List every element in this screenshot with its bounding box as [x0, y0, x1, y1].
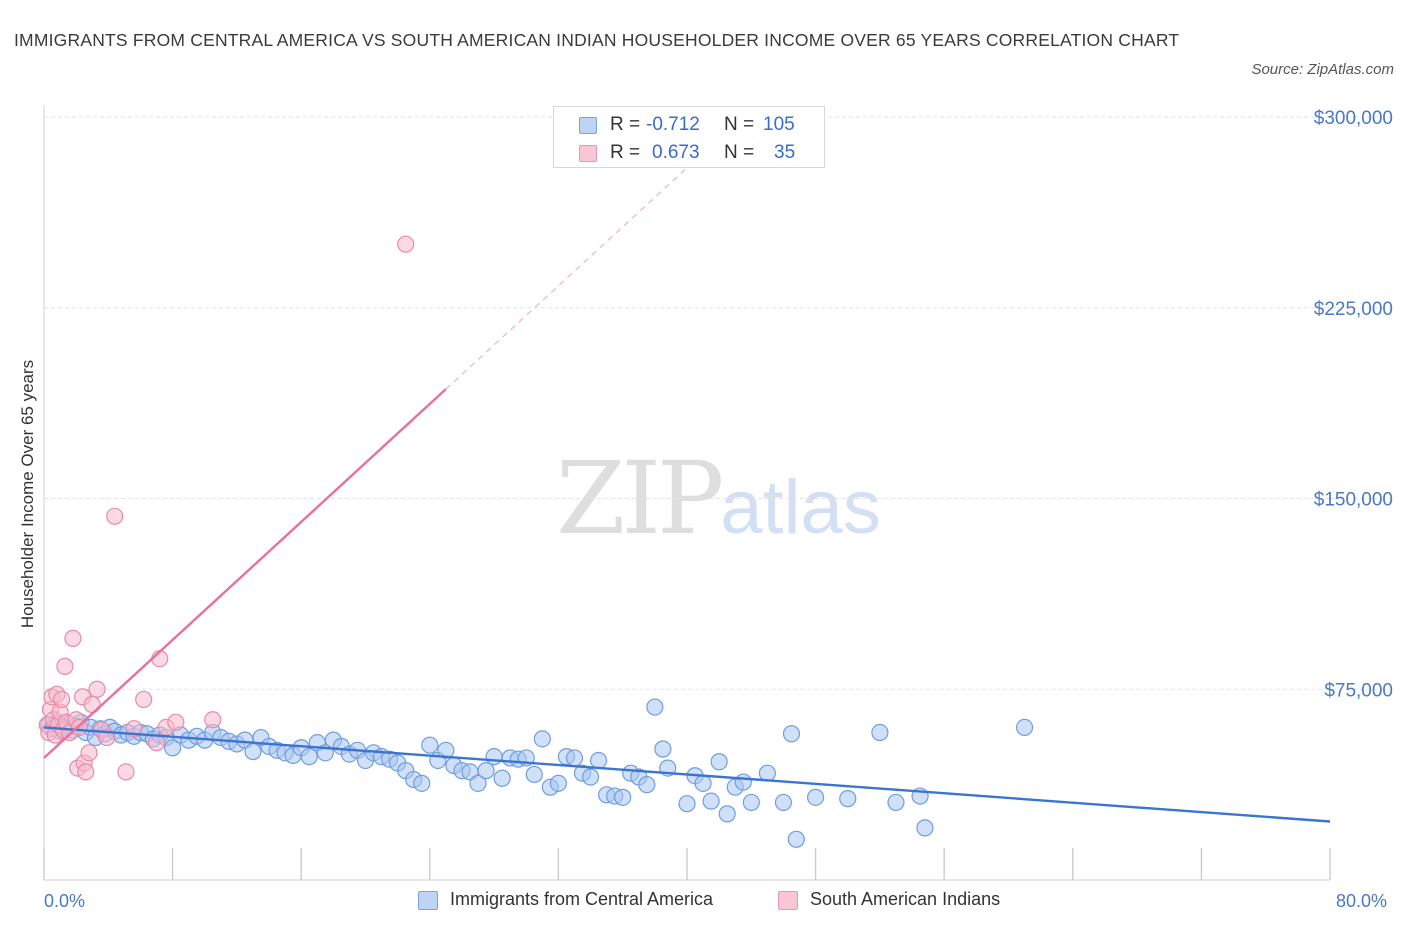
data-point-central-america — [916, 819, 934, 837]
legend-n-label: N = — [724, 142, 755, 163]
data-point-central-america — [782, 725, 801, 743]
data-point-central-america — [694, 774, 712, 792]
data-point-central-america — [485, 748, 503, 766]
data-point-south-american-indians — [98, 728, 116, 747]
data-point-central-america — [787, 830, 805, 848]
data-point-central-america — [581, 768, 600, 786]
trend-line-south-american-indians — [43, 388, 447, 759]
data-point-south-american-indians — [64, 629, 82, 647]
data-point-central-america — [710, 753, 728, 771]
data-point-central-america — [469, 774, 487, 792]
data-point-south-american-indians — [106, 507, 124, 525]
data-point-central-america — [742, 793, 760, 812]
data-point-central-america — [806, 788, 825, 806]
data-point-south-american-indians — [204, 711, 222, 729]
x-tick-label-max: 80.0% — [1336, 891, 1388, 911]
data-point-south-american-indians — [53, 690, 71, 709]
data-point-central-america — [164, 739, 182, 757]
data-point-central-america — [477, 762, 495, 780]
source-note: Source: ZipAtlas.com — [1251, 61, 1394, 78]
data-point-central-america — [734, 773, 752, 791]
data-point-central-america — [718, 805, 736, 823]
trend-line-extension — [445, 167, 688, 390]
data-point-central-america — [702, 792, 720, 810]
data-point-central-america — [614, 788, 632, 806]
trend-line-central-america — [43, 726, 1331, 823]
chart-title: IMMIGRANTS FROM CENTRAL AMERICA VS SOUTH… — [14, 30, 1180, 50]
data-point-central-america — [654, 740, 672, 758]
y-tick-label: $300,000 — [1314, 108, 1393, 129]
data-point-central-america — [244, 742, 262, 761]
legend-row-pink: R = 0.673 N = 35 — [554, 139, 824, 167]
data-point-south-american-indians — [397, 235, 415, 253]
data-point-central-america — [437, 741, 455, 759]
data-point-south-american-indians — [117, 763, 135, 781]
data-point-central-america — [300, 748, 318, 766]
legend-n-label: N = — [724, 114, 755, 135]
legend-row-blue: R = -0.712 N = 105 — [554, 111, 824, 139]
y-tick-label: $150,000 — [1314, 490, 1393, 511]
legend-n-value: 35 — [774, 142, 796, 163]
data-point-central-america — [887, 793, 905, 812]
legend-r-label: R = — [610, 142, 641, 163]
legend-r-value: 0.673 — [652, 142, 700, 163]
data-point-central-america — [839, 790, 857, 808]
legend-label: South American Indians — [810, 889, 1001, 909]
data-point-south-american-indians — [88, 680, 106, 698]
data-point-central-america — [638, 776, 656, 794]
legend-swatch-pink — [778, 891, 798, 910]
legend-label: Immigrants from Central America — [450, 889, 714, 909]
data-point-south-american-indians — [56, 657, 74, 675]
data-point-central-america — [646, 698, 664, 716]
data-point-central-america — [549, 774, 568, 792]
data-point-south-american-indians — [167, 713, 185, 731]
data-point-south-american-indians — [135, 690, 153, 709]
y-tick-label: $75,000 — [1324, 680, 1393, 701]
legend-r-value: -0.712 — [646, 114, 700, 135]
data-point-south-american-indians — [77, 763, 95, 781]
data-point-central-america — [678, 795, 696, 813]
data-point-central-america — [421, 736, 439, 754]
data-point-central-america — [565, 749, 584, 767]
data-point-central-america — [533, 730, 551, 748]
data-point-central-america — [774, 793, 793, 812]
legend-swatch-pink — [579, 145, 597, 162]
legend-n-value: 105 — [763, 114, 795, 135]
data-point-central-america — [871, 723, 889, 742]
legend-r-label: R = — [610, 114, 641, 135]
x-tick-label-min: 0.0% — [44, 891, 86, 911]
data-point-central-america — [413, 774, 431, 792]
watermark-atlas: atlas — [720, 465, 881, 550]
legend-swatch-blue — [579, 117, 597, 134]
data-point-central-america — [589, 751, 608, 770]
legend-swatch-blue — [418, 891, 438, 910]
data-point-central-america — [1015, 718, 1034, 737]
data-point-central-america — [493, 769, 511, 787]
data-point-central-america — [525, 765, 543, 784]
y-tick-label: $225,000 — [1314, 299, 1393, 320]
data-point-south-american-indians — [80, 744, 98, 762]
correlation-legend: R = -0.712 N = 105 R = 0.673 N = 35 — [553, 106, 825, 168]
